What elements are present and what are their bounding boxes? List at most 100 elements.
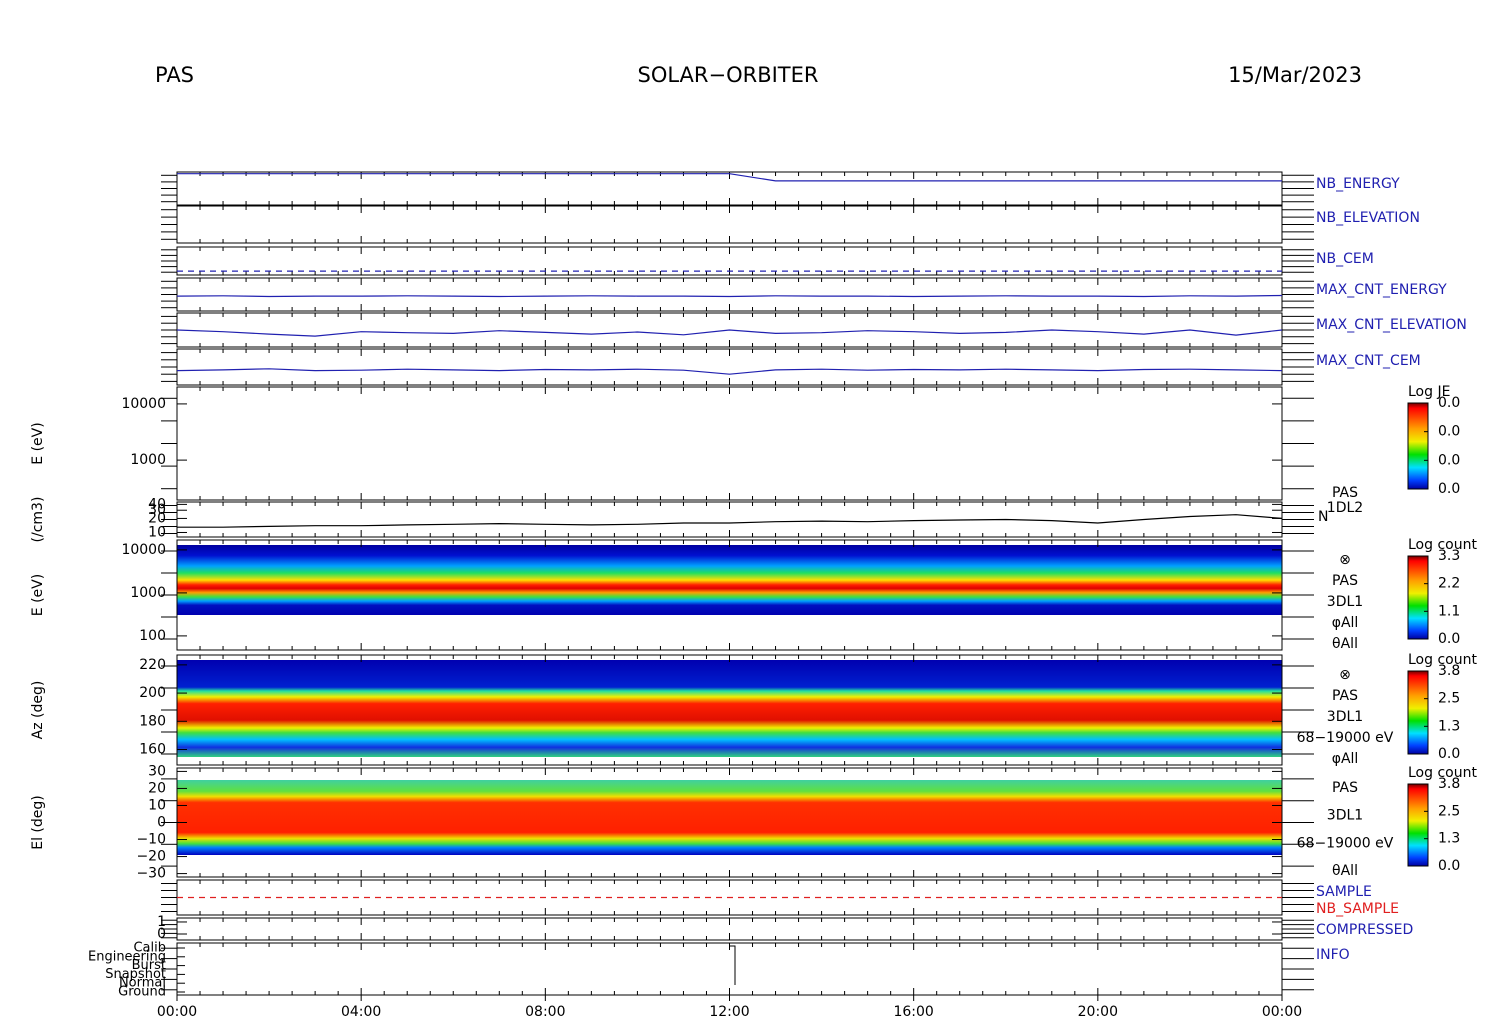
y-tick-label: −20 [136, 849, 166, 865]
annotation: PAS [1332, 573, 1358, 589]
series-line [177, 514, 1283, 528]
y-tick-label: 0 [157, 815, 166, 831]
y-axis-label: E (eV) [30, 574, 46, 616]
category-label: Engineering [88, 949, 166, 964]
header-left: PAS [155, 63, 194, 87]
colorbar-title: Log count [1408, 765, 1477, 781]
y-tick-label: 20 [148, 780, 166, 796]
y-tick-label: 160 [139, 741, 166, 757]
y-tick-label: 30 [148, 502, 166, 518]
y-axis-label: El (deg) [30, 795, 46, 850]
series-label: MAX_CNT_ELEVATION [1316, 317, 1467, 333]
colorbar [1407, 555, 1429, 640]
annotation: 3DL1 [1327, 709, 1363, 725]
y-tick-label: 10 [148, 524, 166, 540]
colorbar-tick-label: 1.1 [1438, 603, 1460, 619]
y-tick-label: 10 [148, 797, 166, 813]
annotation: 3DL1 [1327, 808, 1363, 824]
annotation: ⊗ [1339, 667, 1351, 683]
x-tick-label: 08:00 [525, 1004, 565, 1020]
annotation: 68−19000 eV [1297, 835, 1394, 851]
y-tick-label: 0 [157, 926, 166, 942]
category-label: Ground [118, 985, 166, 1000]
annotation: φAll [1332, 751, 1359, 767]
series-label: N [1318, 509, 1328, 525]
header-right: 15/Mar/2023 [1228, 63, 1362, 87]
colorbar-tick-label: 0.0 [1438, 631, 1460, 647]
annotation: 68−19000 eV [1297, 730, 1394, 746]
category-label: Burst [132, 958, 166, 973]
colorbar-tick-label: 0.0 [1438, 395, 1460, 411]
colorbar-tick-label: 3.8 [1438, 663, 1460, 679]
x-tick-label: 16:00 [893, 1004, 933, 1020]
series-line [176, 329, 1283, 337]
colorbar-title: Log count [1408, 537, 1477, 553]
colorbar [1407, 783, 1429, 867]
y-axis-label: Az (deg) [30, 681, 46, 740]
spectrogram [177, 660, 1282, 757]
y-tick-label: 10000 [121, 396, 166, 412]
header-center: SOLAR−ORBITER [637, 63, 818, 87]
colorbar-tick-label: 0.0 [1438, 746, 1460, 762]
annotation: PAS [1332, 688, 1358, 704]
annotation: PAS [1332, 780, 1358, 796]
y-tick-label: 1000 [130, 585, 166, 601]
y-tick-label: 10000 [121, 542, 166, 558]
colorbar-tick-label: 0.0 [1438, 481, 1460, 497]
y-tick-label: −10 [136, 832, 166, 848]
series-label: INFO [1316, 947, 1350, 963]
colorbar [1407, 670, 1429, 755]
colorbar-title: Log JE [1408, 384, 1450, 400]
colorbar-tick-label: 0.0 [1438, 452, 1460, 468]
category-label: Calib [133, 941, 166, 956]
x-tick-label: 00:00 [157, 1004, 197, 1020]
colorbar-title: Log count [1408, 652, 1477, 668]
x-tick-label: 04:00 [341, 1004, 381, 1020]
y-tick-label: 180 [139, 713, 166, 729]
series-label: COMPRESSED [1316, 922, 1413, 938]
annotation: PAS [1332, 485, 1358, 501]
x-tick-label: 00:00 [1262, 1004, 1302, 1020]
x-tick-label: 12:00 [709, 1004, 749, 1020]
series-label: MAX_CNT_CEM [1316, 353, 1421, 369]
annotation: θAll [1332, 863, 1358, 879]
y-axis-label: (/cm3) [30, 497, 46, 543]
colorbar-tick-label: 1.3 [1438, 831, 1460, 847]
colorbar-tick-label: 1.3 [1438, 718, 1460, 734]
y-axis-label: E (eV) [30, 422, 46, 464]
y-tick-label: 200 [139, 685, 166, 701]
series-label: NB_ENERGY [1316, 176, 1400, 192]
series-label: NB_ELEVATION [1316, 210, 1420, 226]
y-tick-label: 1000 [130, 452, 166, 468]
series-line [176, 368, 1283, 375]
y-tick-label: 100 [139, 628, 166, 644]
info-trace [729, 945, 736, 985]
annotation: ⊗ [1339, 552, 1351, 568]
category-label: Normal [119, 976, 166, 991]
annotation: φAll [1332, 615, 1359, 631]
category-label: Snapshot [105, 967, 166, 982]
panel-frame [176, 942, 1283, 996]
x-tick-label: 20:00 [1078, 1004, 1118, 1020]
colorbar-tick-label: 3.3 [1438, 548, 1460, 564]
y-tick-label: 1 [157, 914, 166, 930]
colorbar-tick-label: 2.5 [1438, 691, 1460, 707]
colorbar-tick-label: 2.2 [1438, 576, 1460, 592]
colorbar-tick-label: 2.5 [1438, 803, 1460, 819]
y-tick-label: 40 [148, 496, 166, 512]
colorbar-tick-label: 3.8 [1438, 776, 1460, 792]
annotation: 3DL1 [1327, 594, 1363, 610]
series-label: NB_SAMPLE [1316, 901, 1399, 917]
y-tick-label: 220 [139, 657, 166, 673]
series-line [177, 173, 1282, 182]
colorbar-tick-label: 0.0 [1438, 424, 1460, 440]
spectrogram [177, 780, 1282, 855]
series-label: NB_CEM [1316, 251, 1374, 267]
panel-frame [176, 386, 1283, 501]
series-label: MAX_CNT_ENERGY [1316, 282, 1447, 298]
spectrogram [177, 545, 1282, 615]
annotation: 1DL2 [1327, 500, 1363, 516]
annotation: θAll [1332, 636, 1358, 652]
y-tick-label: 30 [148, 763, 166, 779]
